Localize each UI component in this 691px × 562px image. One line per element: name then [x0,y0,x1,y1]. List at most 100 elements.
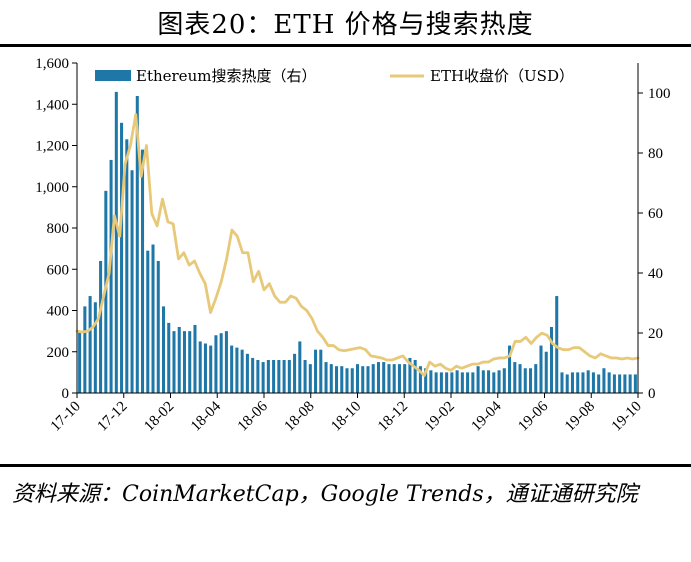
price-line [75,113,640,377]
bar [455,370,459,393]
bar [408,357,412,393]
bar [335,366,339,393]
x-tick-label: 18-04 [188,398,224,434]
bar [403,364,407,394]
bar [565,374,569,393]
bar [298,341,302,393]
bar [434,372,438,394]
bar [314,349,318,393]
bar [130,170,134,393]
bar [445,372,449,394]
bar [460,372,464,394]
x-tick-label: 19-10 [609,399,645,435]
line-series [75,113,640,377]
bar [125,139,129,393]
left-tick-label: 0 [62,386,70,402]
bar [214,335,218,393]
bar [502,368,506,393]
bar [308,364,312,394]
bar [518,364,522,394]
bar [177,327,181,393]
bar [560,372,564,394]
bar [576,372,580,394]
bar [99,261,103,393]
bar [209,345,213,393]
bar [282,360,286,393]
bar [586,370,590,393]
bar [544,351,548,393]
bar [193,324,197,393]
bar [597,374,601,393]
bar [261,362,265,393]
bar [387,364,391,394]
bar [481,370,485,393]
right-tick-label: 20 [648,326,663,342]
bar [539,345,543,393]
bar [350,368,354,393]
bar [277,360,281,393]
bar [439,372,443,394]
bar [182,331,186,394]
x-tick-label: 18-08 [282,399,318,435]
right-tick-label: 100 [648,86,671,102]
bar [287,360,291,393]
bar [497,370,501,393]
bar [534,364,538,394]
bar [141,149,145,393]
bar [198,341,202,393]
bar [397,364,401,394]
bar [245,353,249,393]
bar [612,374,616,393]
right-tick-label: 60 [648,206,663,222]
bar [376,362,380,393]
bar [508,345,512,393]
bar [151,244,155,393]
bar [618,374,622,393]
bar [450,372,454,394]
bar [466,372,470,394]
bar [570,372,574,394]
bar [371,364,375,394]
bar [319,349,323,393]
bar [591,372,595,394]
bar [555,296,559,393]
legend-bar-swatch [95,70,131,81]
bar [523,368,527,393]
bar [366,366,370,393]
x-tick-label: 18-02 [141,399,177,435]
bar [230,345,234,393]
bar [240,349,244,393]
bottom-rule [0,464,691,467]
bar [256,360,260,393]
bar [83,306,87,394]
left-tick-label: 200 [47,345,70,361]
bar [476,366,480,393]
bar [623,374,627,393]
bar [219,333,223,393]
x-tick-label: 18-06 [235,398,271,434]
x-tick-label: 19-02 [422,399,458,435]
chart-title: 图表20：ETH 价格与搜索热度 [157,10,534,40]
bar [109,159,113,393]
bar [413,360,417,393]
bar [549,327,554,393]
right-tick-label: 80 [648,146,663,162]
bar [293,353,297,393]
bar [424,368,428,393]
legend-bar-label: Ethereum搜索热度（右） [136,67,316,85]
left-tick-label: 1,000 [35,180,69,196]
x-tick-label: 19-08 [562,399,598,435]
bar [345,368,349,393]
left-tick-label: 1,400 [35,97,69,113]
x-tick-label: 18-12 [375,399,411,435]
bar [529,368,533,393]
bar [382,362,386,393]
bar [355,364,360,394]
bar [146,250,150,393]
bar [156,261,160,393]
bar [329,364,333,394]
bar [135,96,139,393]
bar [418,366,422,393]
left-tick-label: 800 [47,221,70,237]
right-tick-label: 0 [648,386,656,402]
